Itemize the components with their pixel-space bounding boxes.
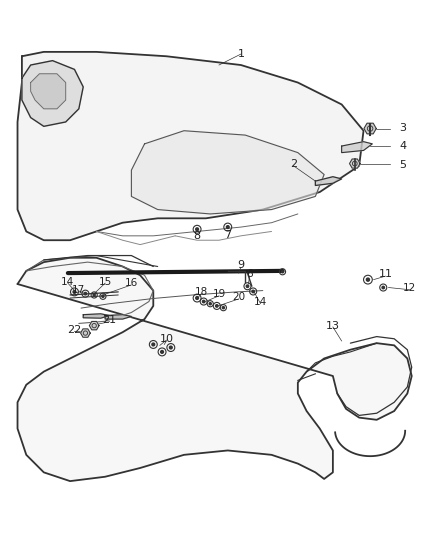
Text: 14: 14 (61, 277, 74, 287)
Polygon shape (83, 314, 110, 318)
Polygon shape (18, 52, 364, 240)
Circle shape (382, 286, 385, 289)
Circle shape (252, 290, 254, 293)
Text: 21: 21 (102, 316, 117, 325)
Circle shape (215, 305, 218, 307)
Circle shape (196, 297, 198, 300)
Polygon shape (105, 314, 131, 319)
Polygon shape (31, 74, 66, 109)
Polygon shape (364, 123, 376, 134)
Text: 13: 13 (326, 321, 340, 330)
Circle shape (170, 346, 172, 349)
Circle shape (209, 303, 211, 305)
Polygon shape (342, 142, 372, 152)
Polygon shape (131, 131, 324, 214)
Text: 3: 3 (399, 123, 406, 133)
Text: 11: 11 (378, 269, 392, 279)
Text: 20: 20 (232, 292, 245, 302)
Polygon shape (18, 258, 412, 481)
Circle shape (366, 278, 369, 281)
Polygon shape (81, 329, 90, 337)
Polygon shape (22, 61, 83, 126)
Polygon shape (89, 321, 99, 330)
Polygon shape (350, 159, 360, 168)
Text: 4: 4 (399, 141, 406, 151)
Text: 14: 14 (254, 297, 267, 308)
Text: 10: 10 (159, 334, 173, 344)
Text: 22: 22 (67, 325, 81, 335)
Text: 16: 16 (125, 278, 138, 288)
Text: 8: 8 (194, 231, 201, 241)
Polygon shape (315, 177, 342, 185)
Text: 15: 15 (99, 277, 112, 287)
Circle shape (84, 293, 87, 295)
Circle shape (196, 228, 198, 231)
Circle shape (246, 285, 249, 287)
Text: 2: 2 (290, 159, 297, 168)
Text: 12: 12 (403, 282, 416, 293)
Text: 6: 6 (246, 269, 253, 279)
Circle shape (282, 271, 283, 273)
Text: 1: 1 (237, 49, 244, 59)
Circle shape (161, 351, 163, 353)
Text: 5: 5 (399, 160, 406, 170)
Circle shape (102, 295, 104, 297)
Text: 17: 17 (72, 285, 85, 295)
Circle shape (152, 343, 155, 346)
Circle shape (73, 290, 76, 293)
Circle shape (223, 306, 224, 309)
Circle shape (93, 294, 95, 296)
Text: 18: 18 (195, 287, 208, 297)
Circle shape (202, 300, 205, 303)
Text: 7: 7 (224, 230, 231, 239)
Text: 19: 19 (212, 289, 226, 299)
Text: 9: 9 (237, 260, 244, 270)
Circle shape (226, 225, 229, 229)
